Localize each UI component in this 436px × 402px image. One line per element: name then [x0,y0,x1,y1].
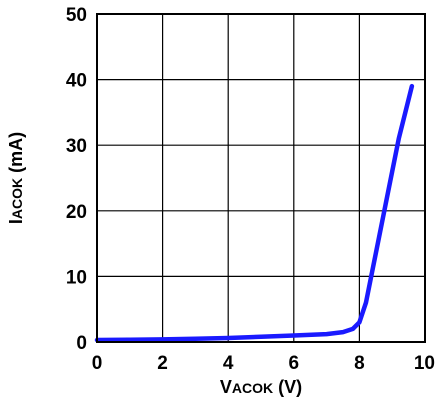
x-tick-label: 6 [289,353,300,374]
y-tick-label: 40 [66,71,87,92]
y-axis-label-sub: ACOK [9,178,25,219]
series-line [94,83,415,343]
grid-lines [97,14,425,342]
y-tick-label: 10 [66,267,87,288]
x-tick-label: 10 [414,353,435,374]
y-tick-label: 20 [66,202,87,223]
y-axis-label: IACOK (mA) [6,132,26,224]
x-tick-label: 2 [157,353,168,374]
y-axis-label-unit: (mA) [6,132,26,178]
x-tick-labels: 0 2 4 6 8 10 [92,353,435,374]
x-tick-label: 0 [92,353,103,374]
plot-frame [96,13,426,343]
y-tick-label: 0 [76,333,87,354]
series-group [94,83,415,343]
y-tick-label: 50 [66,5,87,26]
y-tick-label: 30 [66,136,87,157]
x-axis-label-unit: (V) [273,377,302,397]
x-tick-label: 4 [223,353,234,374]
x-axis-label-main: V [220,377,232,397]
x-tick-label: 8 [354,353,365,374]
x-axis-label-sub: ACOK [232,380,273,396]
x-axis-label: VACOK (V) [220,377,302,397]
y-axis-label-main: I [6,219,26,224]
y-tick-labels: 0 10 20 30 40 50 [66,5,87,354]
